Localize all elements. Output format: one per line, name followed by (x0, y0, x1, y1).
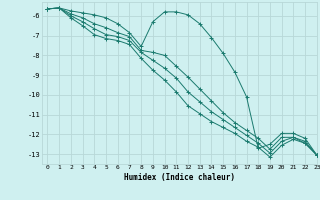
X-axis label: Humidex (Indice chaleur): Humidex (Indice chaleur) (124, 173, 235, 182)
